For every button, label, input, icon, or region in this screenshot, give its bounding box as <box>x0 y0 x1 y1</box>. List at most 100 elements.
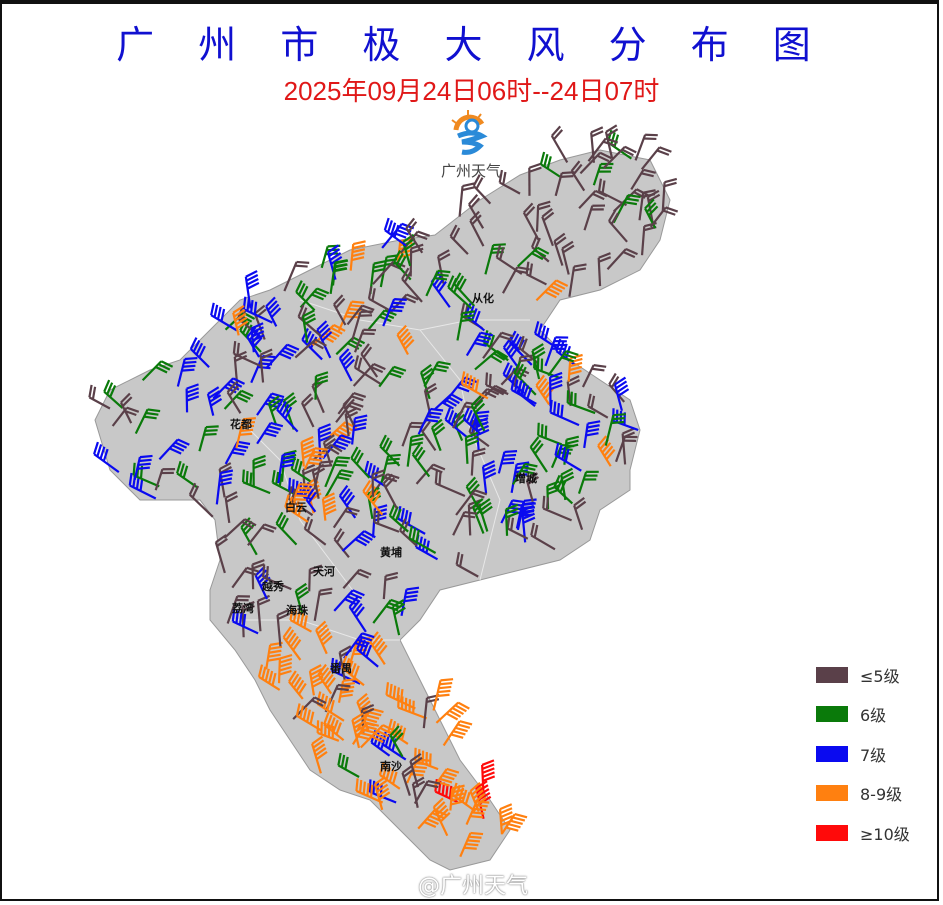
legend-swatch <box>816 824 848 841</box>
wind-barb <box>311 735 328 774</box>
district-label-panyu: 番禺 <box>329 661 352 675</box>
district-label-baiyun: 白云 <box>285 500 307 514</box>
wind-barb <box>597 435 616 467</box>
wind-barb <box>497 450 518 474</box>
wind-barb <box>351 712 368 749</box>
wind-barb <box>661 177 678 212</box>
wind-barb <box>119 392 133 424</box>
wind-barb <box>534 321 559 350</box>
wind-barb <box>362 479 384 516</box>
wind-barb <box>592 162 614 186</box>
wind-barb <box>597 252 612 287</box>
wind-barb <box>606 248 638 270</box>
legend-item-8-9: 8-9级 <box>816 774 910 814</box>
wind-barb <box>322 434 354 460</box>
wind-barb <box>389 725 404 758</box>
wind-barb <box>535 200 551 232</box>
wind-barb <box>590 126 604 163</box>
wind-barb <box>337 752 360 778</box>
wind-barb <box>553 474 574 505</box>
wind-barb <box>247 523 277 546</box>
wind-barb <box>316 720 340 742</box>
wind-barb <box>408 525 437 554</box>
wind-barb <box>456 310 476 341</box>
wind-barb <box>373 509 400 533</box>
wind-barb <box>265 343 300 369</box>
wind-barb <box>324 469 354 498</box>
wind-barb <box>198 425 219 452</box>
wind-barb <box>313 587 333 622</box>
district-label-zengcheng: 增城 <box>515 471 537 485</box>
wind-barb <box>614 435 638 463</box>
wind-barb <box>442 720 473 747</box>
wind-barb <box>342 395 355 427</box>
wind-barb <box>469 781 487 813</box>
wind-barb <box>522 202 540 241</box>
wind-barb <box>290 456 311 483</box>
wind-barb <box>103 379 124 409</box>
wind-barb <box>430 418 446 452</box>
wind-barb <box>498 803 514 835</box>
wind-barb <box>455 489 488 516</box>
guangzhou-weather-logo-icon <box>451 110 488 155</box>
wind-barb <box>350 310 374 342</box>
wind-barb <box>465 476 483 515</box>
wind-barb <box>583 204 606 231</box>
wind-barb <box>413 780 441 805</box>
wind-barb <box>373 776 391 811</box>
legend-label: ≤5级 <box>860 666 900 686</box>
wind-barb <box>608 209 628 243</box>
wind-barb <box>340 655 365 687</box>
wind-barb <box>288 670 307 700</box>
wind-barb <box>498 169 521 195</box>
wind-barb <box>188 482 214 518</box>
wind-barb <box>301 309 317 343</box>
wind-barb <box>553 232 567 266</box>
wind-barb <box>388 503 409 533</box>
wind-barb <box>342 568 372 589</box>
wind-barb <box>449 784 465 811</box>
wind-barb <box>579 151 613 175</box>
district-label-conghua: 从化 <box>472 291 494 305</box>
wind-barb <box>528 162 542 196</box>
wind-barb <box>485 372 509 396</box>
wind-barb <box>561 240 575 275</box>
wind-barb <box>379 434 401 467</box>
wind-barb <box>568 263 587 297</box>
wind-barb <box>383 217 407 247</box>
wind-barb <box>649 206 679 228</box>
wind-barb <box>303 516 327 546</box>
wind-barb <box>277 653 293 684</box>
wind-barb <box>423 360 451 388</box>
wind-barb <box>360 724 395 749</box>
wind-barb <box>232 305 249 336</box>
wind-barb <box>501 812 528 835</box>
wind-barb <box>283 260 310 292</box>
legend-item-6: 6级 <box>816 695 910 735</box>
wind-barb <box>455 551 479 578</box>
wind-barb <box>397 694 428 720</box>
wind-barb <box>541 207 555 247</box>
wind-barb <box>506 515 529 540</box>
wind-barb <box>399 518 418 547</box>
wind-barb <box>256 421 284 445</box>
wind-barb <box>333 589 365 612</box>
wind-barb <box>583 420 601 449</box>
wind-barb <box>158 438 190 461</box>
wind-barb <box>613 376 630 412</box>
wind-barb <box>531 343 546 380</box>
wind-barb <box>333 294 347 326</box>
wind-barb <box>244 270 260 309</box>
wind-barb <box>495 244 523 275</box>
wind-barb <box>282 626 302 661</box>
wind-barb <box>314 371 329 400</box>
wind-barb <box>360 343 379 378</box>
wind-barb <box>141 360 174 382</box>
wind-barb <box>411 776 426 808</box>
legend-swatch <box>816 666 848 683</box>
wind-barb <box>447 275 473 310</box>
wind-barb <box>352 362 386 387</box>
wind-barb <box>516 498 537 531</box>
